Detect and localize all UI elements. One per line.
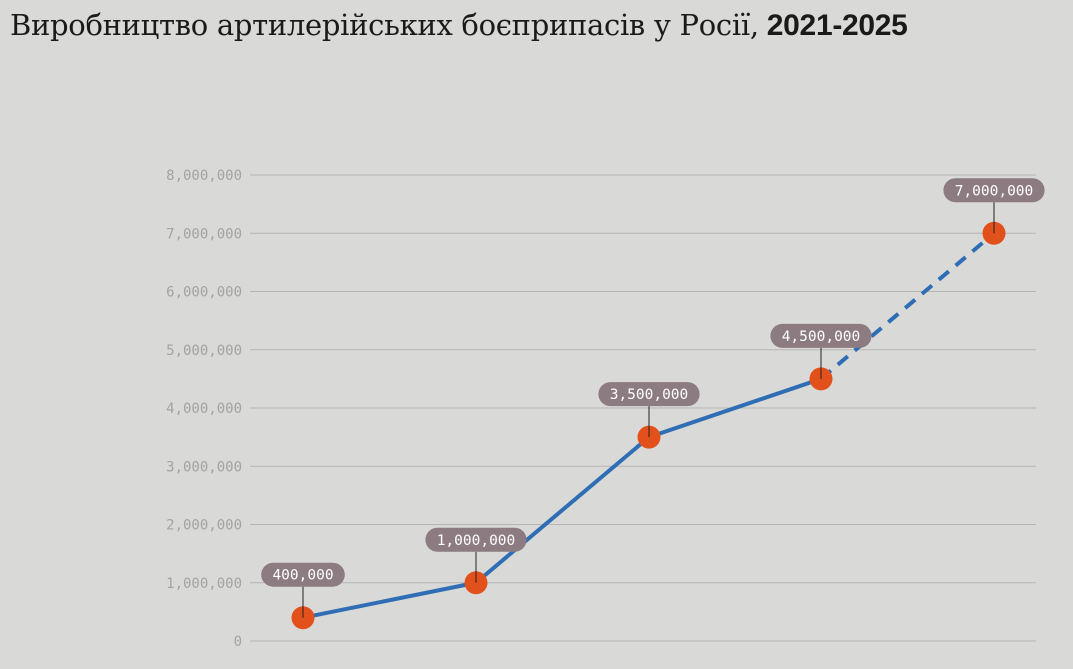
chart-title-years: 2021-2025 [758, 9, 908, 42]
y-tick-label: 2,000,000 [166, 518, 242, 534]
data-markers [291, 221, 1006, 630]
series-lines [302, 231, 996, 620]
y-tick-label: 0 [234, 634, 242, 650]
y-tick-label: 6,000,000 [166, 285, 242, 301]
data-label: 4,500,000 [782, 329, 861, 345]
chart-title: Виробництво артилерійських боєприпасів у… [10, 6, 908, 43]
data-label: 1,000,000 [437, 533, 516, 549]
y-tick-label: 5,000,000 [166, 343, 242, 359]
y-tick-label: 3,000,000 [166, 459, 242, 475]
chart-title-main: Виробництво артилерійських боєприпасів у… [10, 8, 750, 42]
data-label-pill [770, 323, 872, 348]
data-label: 7,000,000 [955, 183, 1034, 199]
data-label-pill [598, 382, 700, 407]
y-axis-tick-labels: 0 1,000,000 2,000,000 3,000,000 4,000,000 5,0… [166, 168, 242, 650]
y-tick-label: 1,000,000 [166, 576, 242, 592]
y-tick-label: 8,000,000 [166, 168, 242, 184]
chart-title-separator: , [749, 8, 759, 42]
grid-lines [250, 174, 1036, 642]
series-line-actual [302, 376, 822, 620]
data-label: 3,500,000 [610, 387, 689, 403]
data-label-pill [943, 178, 1045, 203]
data-labels: 400,000 1,000,000 3,500,000 4,500,000 7,000,… [261, 178, 1045, 618]
y-tick-label: 4,000,000 [166, 401, 242, 417]
data-label: 400,000 [272, 568, 333, 584]
y-tick-label: 7,000,000 [166, 226, 242, 242]
data-label-pill [261, 562, 345, 587]
data-label-pill [425, 527, 527, 552]
series-line-projected [819, 231, 996, 381]
